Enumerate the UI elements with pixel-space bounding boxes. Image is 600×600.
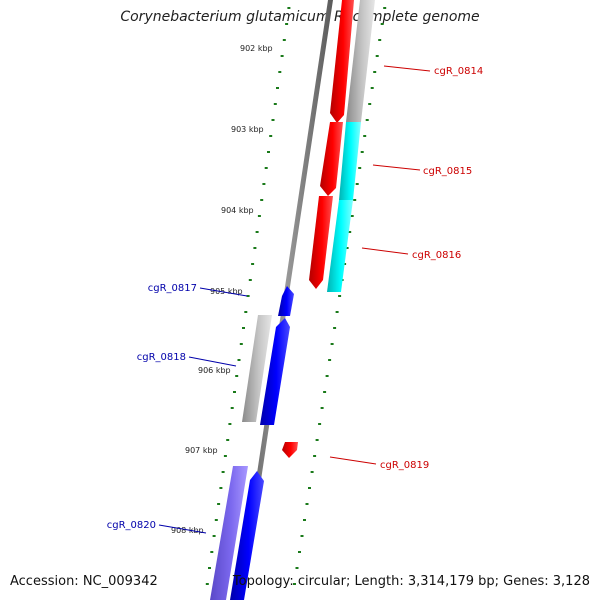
ruler-label-908: 908 kbp [171, 526, 204, 535]
gene-label-cgR_0819: cgR_0819 [380, 460, 429, 471]
ruler-label-905: 905 kbp [210, 287, 243, 296]
gene-cgR_0819-arrow [282, 442, 298, 458]
accession-text: Accession: NC_009342 [10, 574, 158, 589]
gene-cgR_0815-arrow [320, 122, 343, 196]
topology-text: Topology: circular; Length: 3,314,179 bp… [232, 574, 590, 589]
gene-label-cgR_0815: cgR_0815 [423, 166, 472, 177]
gene-label-cgR_0820: cgR_0820 [107, 520, 156, 531]
leader-cgR_0815 [372, 164, 421, 171]
cyan-feature-0815 [339, 122, 361, 200]
ruler-label-906: 906 kbp [198, 366, 231, 375]
leader-cgR_0820 [158, 524, 207, 534]
ruler-label-904: 904 kbp [221, 206, 254, 215]
gray-feature-0818 [242, 315, 272, 422]
leader-cgR_0819 [329, 456, 377, 465]
ruler-label-907: 907 kbp [185, 446, 218, 455]
gene-label-cgR_0814: cgR_0814 [434, 66, 483, 77]
gene-cgR_0820-arrow [230, 471, 264, 600]
gene-label-cgR_0816: cgR_0816 [412, 250, 461, 261]
gene-cgR_0817-arrow [278, 286, 294, 316]
map-title: Corynebacterium glutamicum R, complete g… [120, 9, 480, 25]
gene-cgR_0818-arrow [260, 318, 290, 425]
leader-cgR_0816 [361, 247, 409, 255]
cyan-feature-0816 [327, 200, 353, 292]
leader-cgR_0818 [188, 356, 237, 367]
leader-cgR_0814 [383, 65, 431, 72]
scale-ticks [205, 7, 387, 585]
gene-cgR_0816-arrow [309, 196, 333, 289]
gene-label-cgR_0818: cgR_0818 [137, 352, 186, 363]
gene-label-cgR_0817: cgR_0817 [148, 283, 197, 294]
leader-cgR_0817 [199, 287, 248, 297]
gene-cgR_0814-arrow [330, 0, 354, 123]
gray-feature-0814 [346, 0, 375, 122]
ruler-label-902: 902 kbp [240, 44, 273, 53]
ruler-label-903: 903 kbp [231, 125, 264, 134]
purple-feature-0820 [210, 466, 248, 600]
